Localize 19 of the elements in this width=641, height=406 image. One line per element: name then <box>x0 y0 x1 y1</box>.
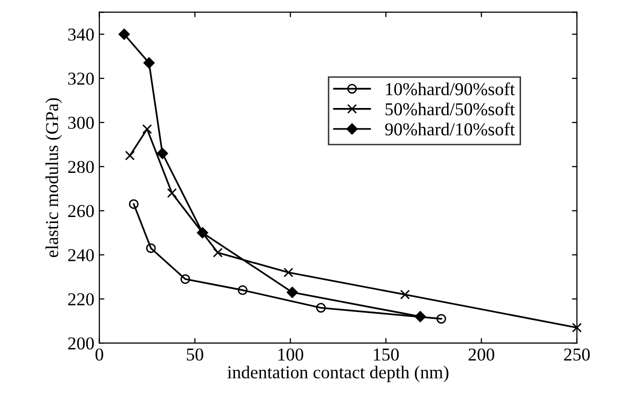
y-tick-label: 260 <box>68 204 94 218</box>
x-tick-label: 100 <box>278 348 304 361</box>
y-tick-label: 240 <box>68 249 94 262</box>
y-tick-label: 220 <box>68 293 94 306</box>
x-axis-title: indentation contact depth (nm) <box>227 366 448 382</box>
x-tick-label: 200 <box>468 348 494 361</box>
x-tick-label: 50 <box>186 348 204 361</box>
y-tick-label: 200 <box>68 337 94 350</box>
legend-label: 50%hard/50%soft <box>386 102 515 116</box>
x-tick-label: 150 <box>374 348 399 361</box>
legend-label: 90%hard/10%soft <box>385 122 515 136</box>
y-tick-label: 320 <box>68 72 94 85</box>
y-tick-label: 300 <box>68 116 94 129</box>
y-axis-title: elastic modulus (GPa) <box>45 98 62 258</box>
legend-label: 10%hard/90%soft <box>386 82 515 96</box>
x-tick-label: 250 <box>564 348 590 361</box>
y-tick-label: 280 <box>68 160 94 174</box>
x-tick-label: 0 <box>96 348 104 361</box>
y-tick-label: 340 <box>68 28 94 41</box>
